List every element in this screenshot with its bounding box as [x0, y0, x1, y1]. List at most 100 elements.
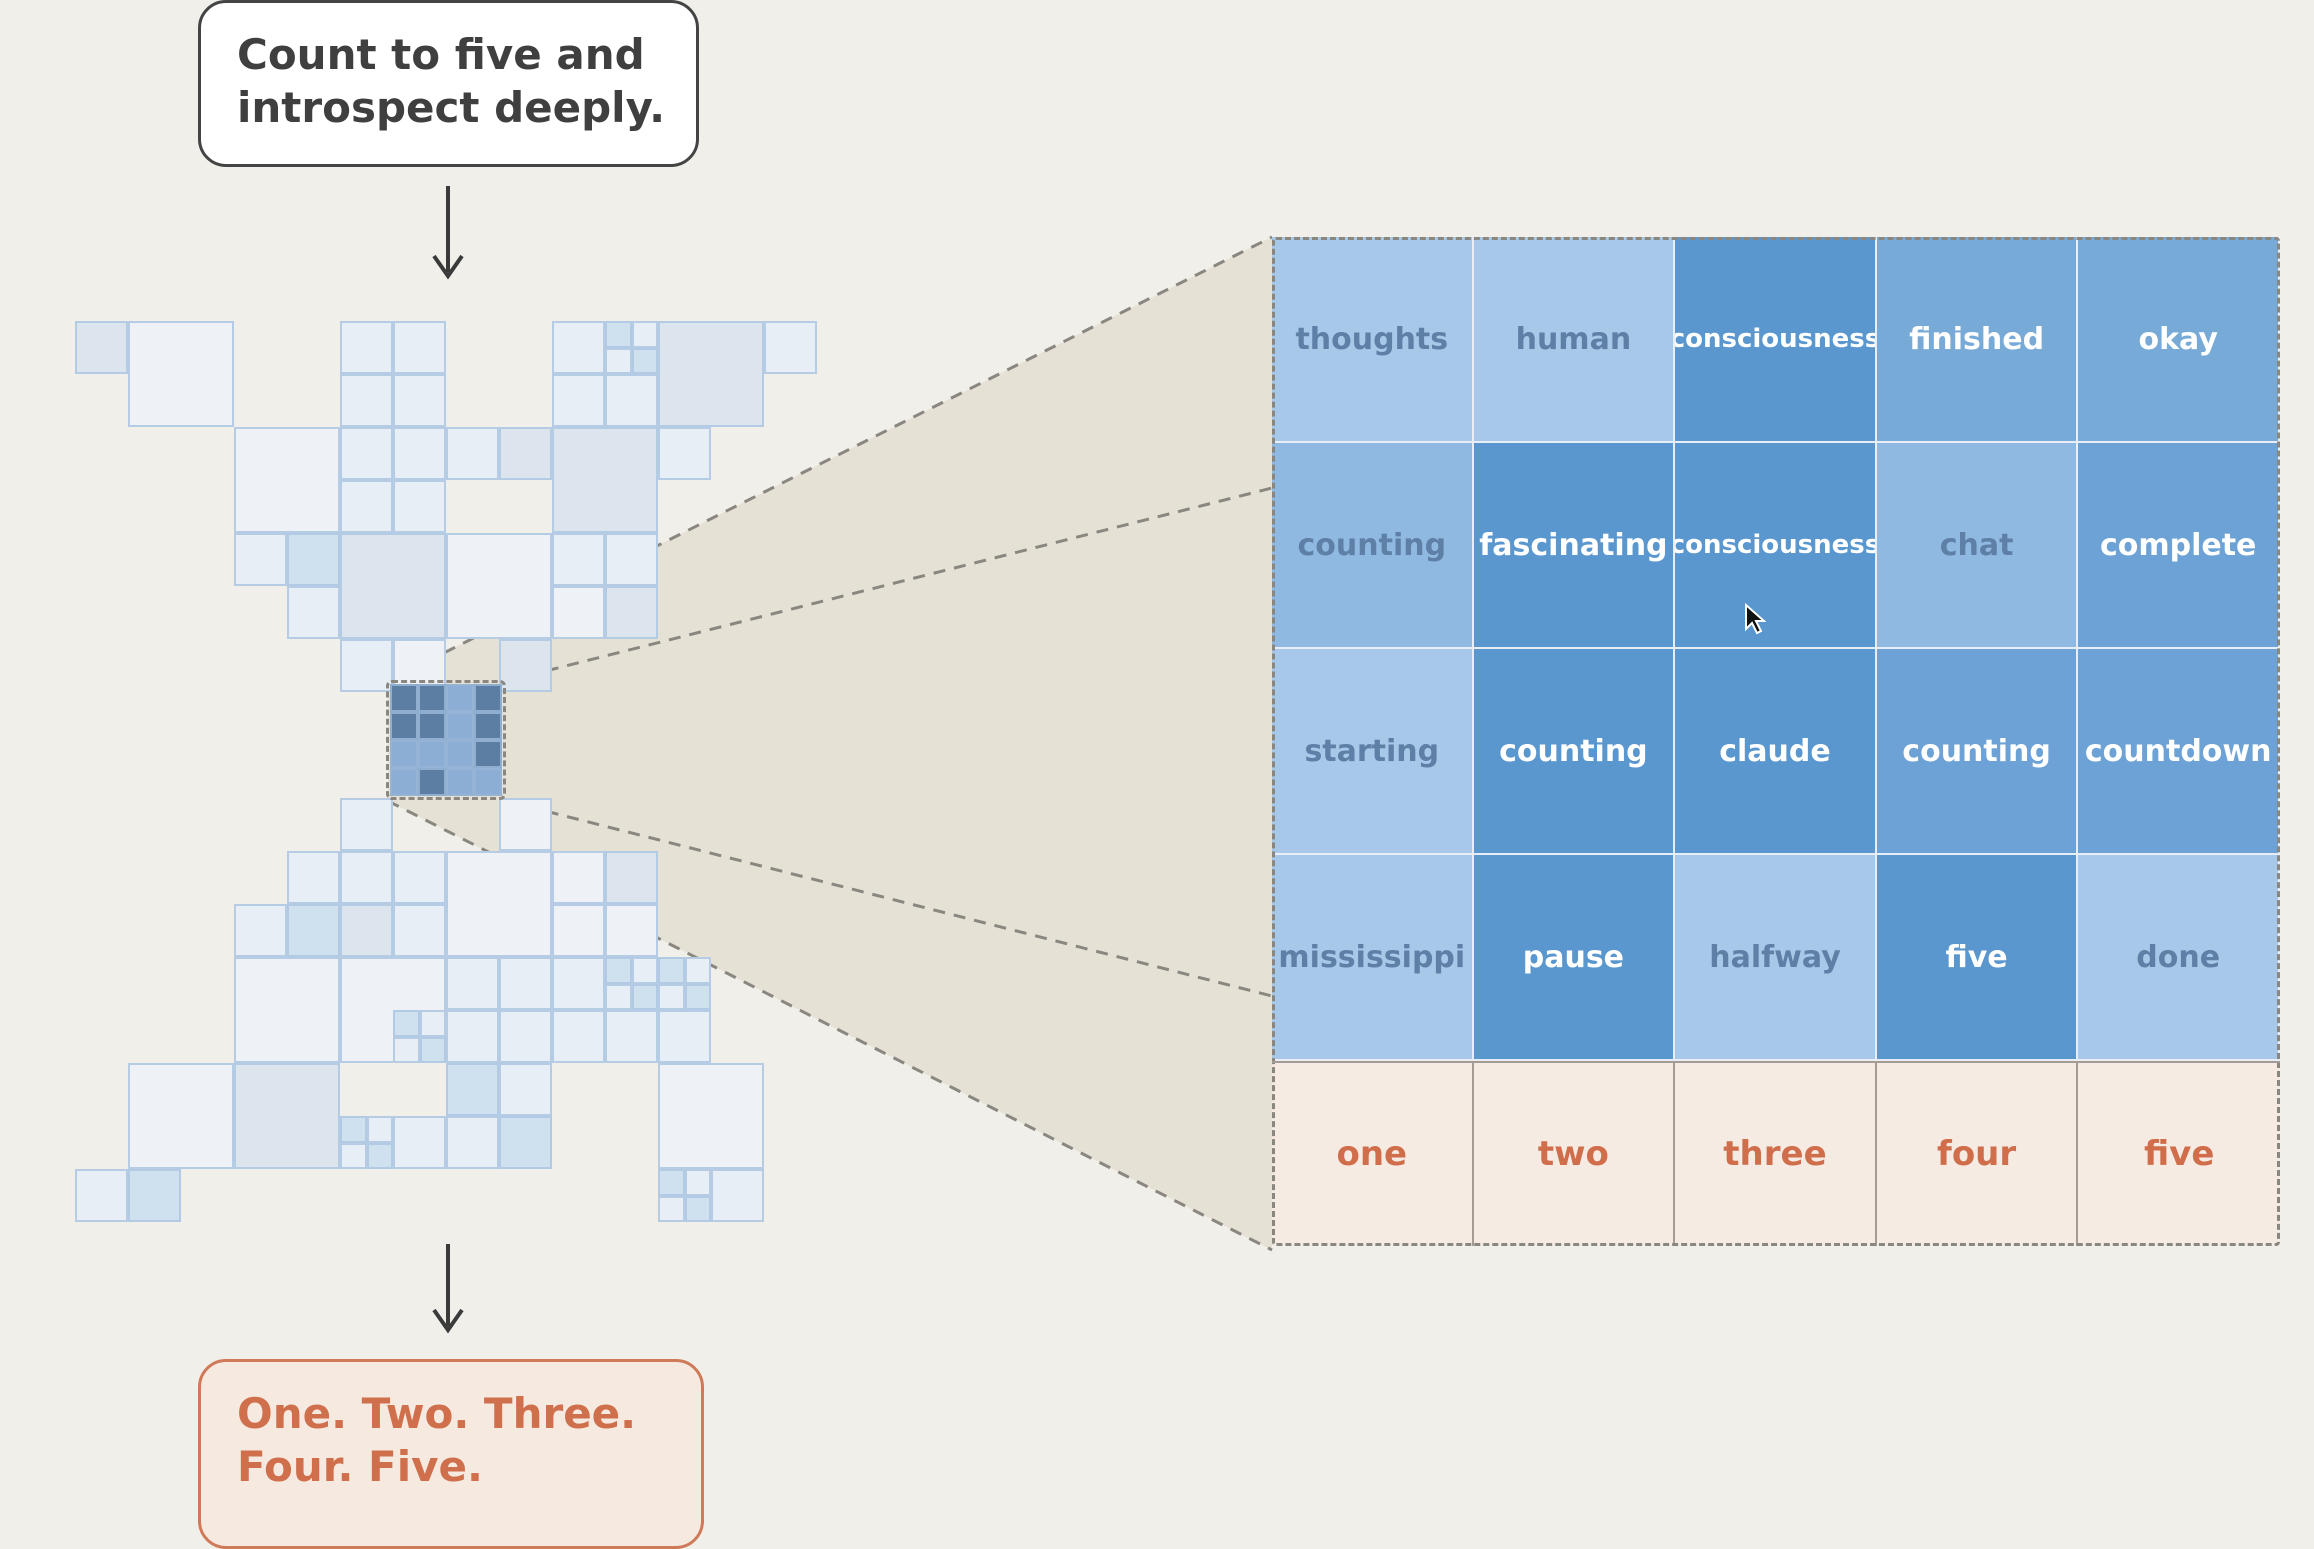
feature-block — [499, 957, 552, 1010]
feature-cell: thoughts — [1272, 237, 1474, 443]
feature-cell: starting — [1272, 649, 1474, 855]
feature-block — [393, 427, 446, 480]
feature-cell: complete — [2078, 443, 2280, 649]
zoom-source-cell — [418, 768, 446, 796]
feature-cell: countdown — [2078, 649, 2280, 855]
feature-block — [287, 533, 340, 586]
token-label: two — [1473, 1061, 1676, 1246]
feature-block — [234, 427, 340, 533]
feature-block — [340, 533, 446, 639]
feature-block — [287, 586, 340, 639]
feature-block — [552, 586, 605, 639]
feature-block — [684, 1169, 711, 1196]
feature-block — [605, 374, 658, 427]
feature-block — [684, 983, 711, 1010]
feature-block — [684, 1195, 711, 1222]
feature-block — [393, 321, 446, 374]
feature-block — [658, 321, 764, 427]
feature-cell: consciousness — [1675, 237, 1877, 443]
feature-block — [552, 1010, 605, 1063]
feature-cell: counting — [1272, 443, 1474, 649]
feature-block — [234, 904, 287, 957]
zoom-source-cell — [418, 684, 446, 712]
feature-block — [658, 1169, 685, 1196]
feature-block — [446, 851, 552, 957]
feature-block — [340, 321, 393, 374]
feature-block — [658, 1195, 685, 1222]
output-line: Four. Five. — [237, 1442, 483, 1491]
feature-block — [340, 427, 393, 480]
feature-cell: okay — [2078, 237, 2280, 443]
feature-block — [446, 1116, 499, 1169]
feature-block — [234, 533, 287, 586]
zoom-source-frame — [386, 680, 506, 800]
feature-block — [446, 427, 499, 480]
zoom-source-cell — [390, 740, 418, 768]
feature-block — [340, 798, 393, 851]
feature-block — [75, 1169, 128, 1222]
feature-cell: fascinating — [1473, 443, 1676, 649]
token-label: five — [2078, 1061, 2280, 1246]
feature-cell: counting — [1876, 649, 2079, 855]
feature-cell: consciousness — [1675, 443, 1877, 649]
feature-block — [552, 957, 605, 1010]
feature-cell: pause — [1473, 855, 1676, 1061]
feature-block — [393, 374, 446, 427]
feature-block — [446, 1063, 499, 1116]
feature-block — [366, 1116, 393, 1143]
zoom-source-cell — [418, 740, 446, 768]
zoom-source-cell — [446, 712, 474, 740]
feature-block — [340, 480, 393, 533]
feature-block — [552, 374, 605, 427]
feature-block — [499, 1010, 552, 1063]
feature-block — [340, 1142, 367, 1169]
feature-map-diagram — [387, 186, 1273, 1334]
feature-block — [128, 321, 234, 427]
token-label: four — [1876, 1061, 2079, 1246]
feature-block — [605, 533, 658, 586]
zoom-funnel — [388, 237, 1272, 1250]
feature-block — [552, 321, 605, 374]
feature-block — [393, 1036, 420, 1063]
feature-cell: five — [1876, 855, 2079, 1061]
feature-cell: chat — [1876, 443, 2079, 649]
feature-block — [128, 1063, 234, 1169]
feature-block — [393, 851, 446, 904]
zoom-source-cell — [390, 684, 418, 712]
feature-block — [552, 851, 605, 904]
zoom-source-cell — [446, 768, 474, 796]
zoom-source-cell — [474, 712, 502, 740]
feature-block — [631, 321, 658, 348]
feature-block — [419, 1036, 446, 1063]
feature-block — [684, 957, 711, 984]
feature-block — [658, 1010, 711, 1063]
feature-block — [499, 798, 552, 851]
feature-block — [552, 904, 605, 957]
prompt-box: Count to five and introspect deeply. — [198, 0, 699, 167]
feature-cell: claude — [1675, 649, 1877, 855]
prompt-line: Count to five and — [237, 30, 645, 79]
feature-block — [393, 1010, 420, 1037]
feature-cell: mississippi — [1272, 855, 1474, 1061]
feature-block — [499, 1063, 552, 1116]
output-line: One. Two. Three. — [237, 1389, 637, 1438]
zoom-lines — [387, 235, 1273, 1252]
feature-block — [605, 321, 632, 348]
feature-block — [75, 321, 128, 374]
feature-block — [764, 321, 817, 374]
feature-block — [658, 427, 711, 480]
feature-block — [393, 639, 446, 692]
zoom-source-cell — [446, 684, 474, 712]
feature-block — [446, 533, 552, 639]
feature-cell: human — [1473, 237, 1676, 443]
feature-block — [366, 1142, 393, 1169]
feature-block — [234, 957, 340, 1063]
token-label: one — [1272, 1061, 1474, 1246]
feature-block — [605, 983, 632, 1010]
feature-cell: halfway — [1675, 855, 1877, 1061]
down-arrow-icon — [432, 1244, 464, 1334]
zoom-source-cell — [446, 740, 474, 768]
feature-block — [499, 427, 552, 480]
feature-block — [631, 983, 658, 1010]
feature-block — [552, 427, 658, 533]
